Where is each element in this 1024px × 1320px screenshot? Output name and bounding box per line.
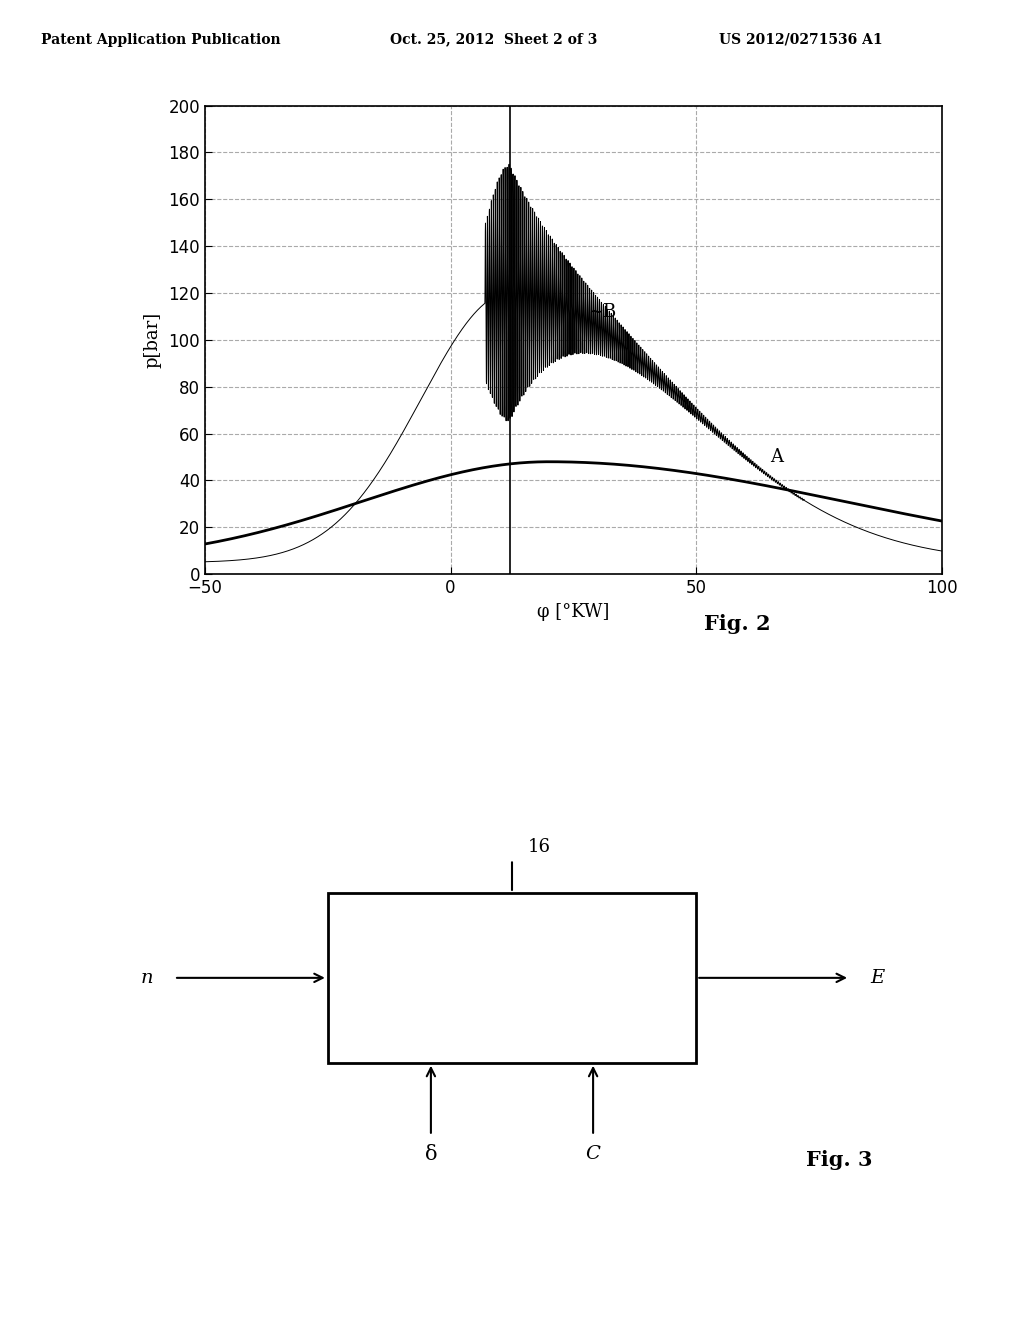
- Text: n: n: [141, 969, 154, 987]
- Text: Oct. 25, 2012  Sheet 2 of 3: Oct. 25, 2012 Sheet 2 of 3: [389, 33, 597, 46]
- Text: Fig. 2: Fig. 2: [703, 614, 771, 634]
- Text: ~B: ~B: [588, 302, 616, 321]
- Text: A: A: [770, 447, 783, 466]
- Y-axis label: p[bar]: p[bar]: [143, 312, 161, 368]
- Text: US 2012/0271536 A1: US 2012/0271536 A1: [719, 33, 883, 46]
- Text: 16: 16: [527, 838, 550, 857]
- Text: Patent Application Publication: Patent Application Publication: [41, 33, 281, 46]
- Bar: [328, 892, 696, 1063]
- Text: E: E: [870, 969, 885, 987]
- Text: C: C: [586, 1144, 600, 1163]
- Text: Fig. 3: Fig. 3: [807, 1150, 872, 1170]
- Text: δ: δ: [425, 1144, 437, 1164]
- X-axis label: φ [°KW]: φ [°KW]: [538, 603, 609, 620]
